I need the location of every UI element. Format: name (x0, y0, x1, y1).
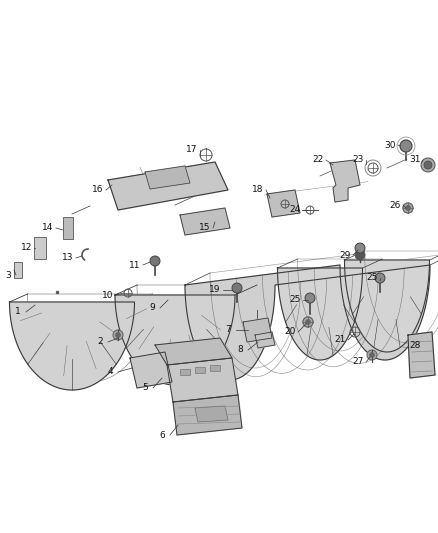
Circle shape (370, 352, 374, 358)
Polygon shape (10, 302, 134, 390)
Circle shape (421, 158, 435, 172)
Text: 8: 8 (237, 345, 243, 354)
Text: 3: 3 (5, 271, 11, 279)
Text: 24: 24 (290, 206, 300, 214)
FancyBboxPatch shape (180, 369, 190, 375)
Text: 9: 9 (149, 303, 155, 312)
Text: 29: 29 (339, 251, 351, 260)
Polygon shape (255, 332, 275, 348)
Circle shape (305, 293, 315, 303)
Text: 12: 12 (21, 244, 33, 253)
Circle shape (400, 140, 412, 152)
FancyBboxPatch shape (14, 262, 22, 278)
Text: 19: 19 (209, 286, 221, 295)
Text: 10: 10 (102, 290, 114, 300)
Text: 23: 23 (352, 156, 364, 165)
Text: 17: 17 (186, 146, 198, 155)
Circle shape (424, 161, 432, 169)
Text: 2: 2 (97, 337, 103, 346)
Text: 16: 16 (92, 185, 104, 195)
Text: 22: 22 (312, 156, 324, 165)
Polygon shape (330, 160, 360, 202)
Polygon shape (167, 358, 238, 402)
Circle shape (305, 319, 311, 325)
Polygon shape (243, 318, 272, 342)
Circle shape (355, 250, 365, 260)
Text: 28: 28 (410, 341, 420, 350)
Text: 31: 31 (409, 156, 421, 165)
Circle shape (232, 283, 242, 293)
Text: 14: 14 (42, 223, 54, 232)
Text: 25: 25 (366, 273, 378, 282)
FancyBboxPatch shape (63, 217, 73, 239)
Text: 21: 21 (334, 335, 346, 344)
FancyBboxPatch shape (195, 367, 205, 373)
Polygon shape (278, 268, 363, 360)
Polygon shape (108, 162, 228, 210)
Circle shape (355, 243, 365, 253)
FancyBboxPatch shape (210, 365, 220, 371)
Text: 30: 30 (384, 141, 396, 149)
Circle shape (367, 350, 377, 360)
Circle shape (375, 273, 385, 283)
Polygon shape (145, 166, 190, 189)
Circle shape (403, 203, 413, 213)
Text: 26: 26 (389, 200, 401, 209)
FancyBboxPatch shape (34, 237, 46, 259)
Text: 7: 7 (225, 326, 231, 335)
Text: 6: 6 (159, 431, 165, 440)
Text: 27: 27 (352, 358, 364, 367)
Polygon shape (155, 338, 232, 365)
Circle shape (113, 330, 123, 340)
Circle shape (303, 317, 313, 327)
Polygon shape (180, 208, 230, 235)
Polygon shape (173, 395, 242, 435)
Polygon shape (130, 352, 172, 388)
Circle shape (150, 256, 160, 266)
Text: 11: 11 (129, 261, 141, 270)
Polygon shape (408, 332, 435, 378)
Text: 5: 5 (142, 384, 148, 392)
Text: 4: 4 (107, 367, 113, 376)
Circle shape (406, 206, 410, 211)
Text: 1: 1 (15, 308, 21, 317)
Text: 15: 15 (199, 223, 211, 232)
Text: 18: 18 (252, 185, 264, 195)
Polygon shape (345, 260, 430, 352)
Polygon shape (185, 265, 430, 380)
Text: 13: 13 (62, 254, 74, 262)
Polygon shape (267, 190, 300, 217)
Text: 20: 20 (284, 327, 296, 336)
Text: 25: 25 (290, 295, 301, 304)
Polygon shape (195, 406, 228, 422)
Polygon shape (115, 295, 235, 385)
Circle shape (116, 333, 120, 337)
